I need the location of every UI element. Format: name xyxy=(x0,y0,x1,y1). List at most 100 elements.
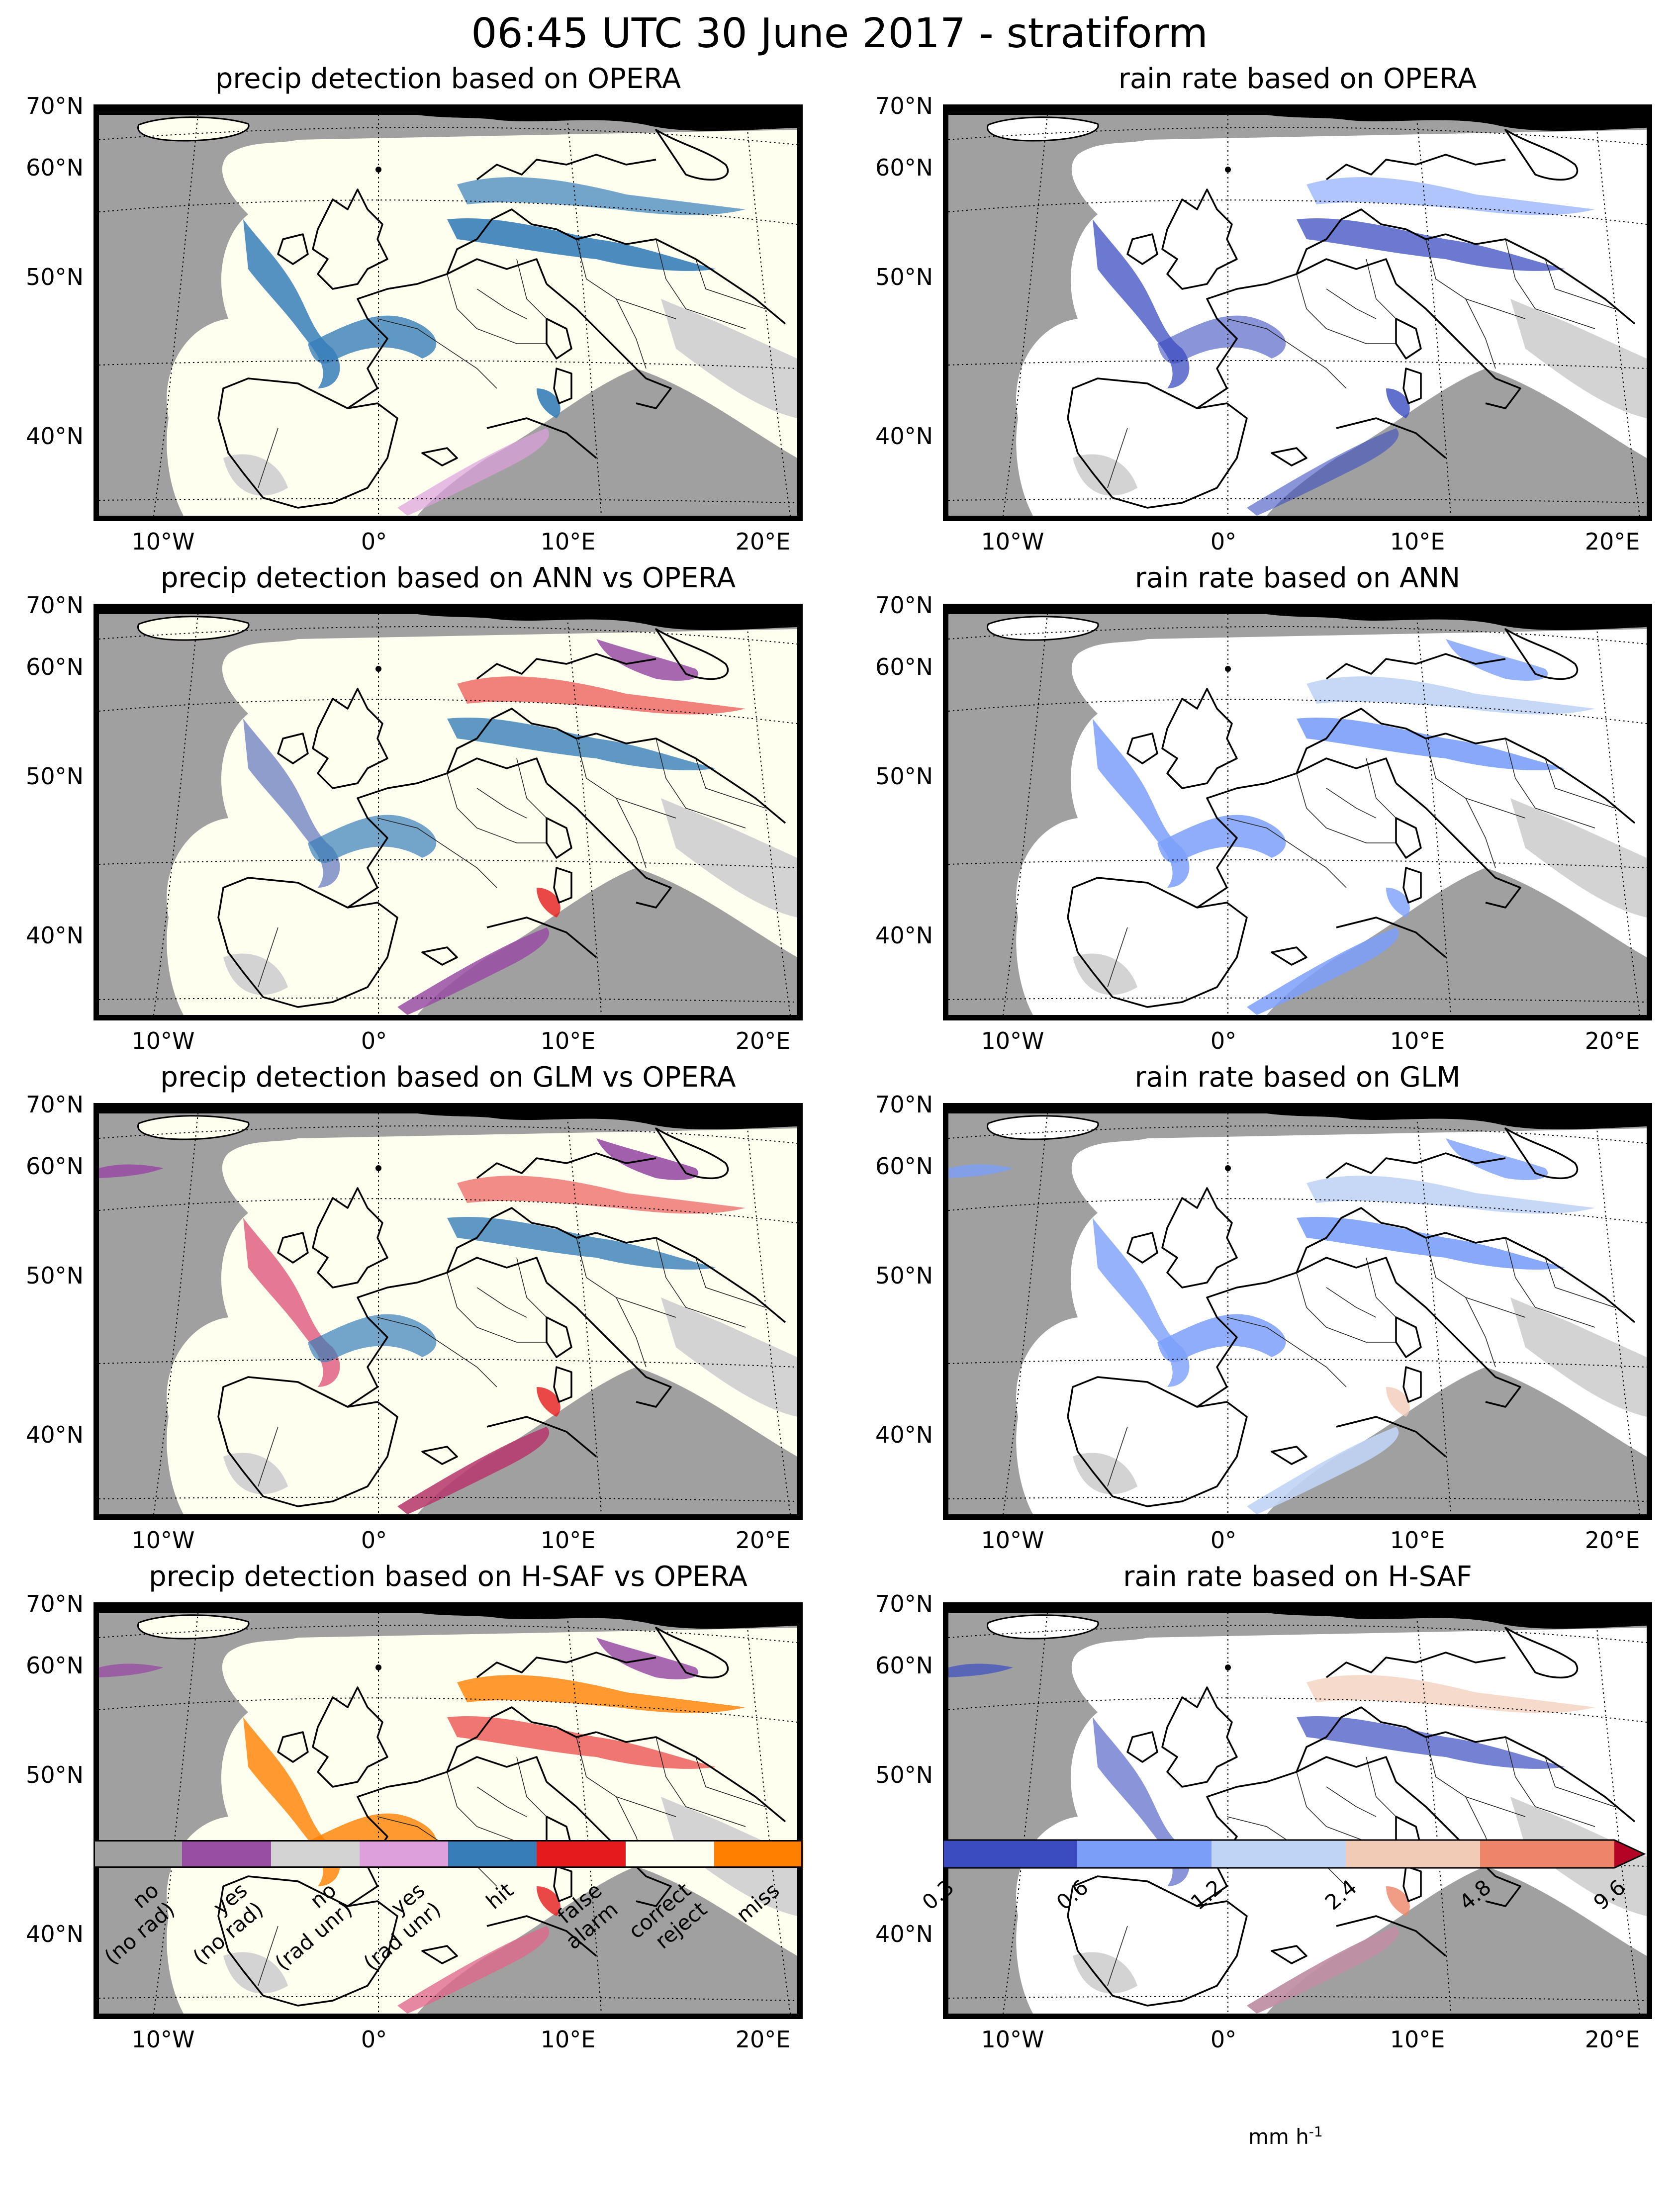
lon-tick-label: 10°E xyxy=(540,2026,596,2053)
no-radar-south xyxy=(417,1866,797,2014)
precip-area xyxy=(537,1886,560,1916)
lon-tick-label: 10°W xyxy=(131,528,195,555)
graticule-line xyxy=(99,1625,797,1643)
panel-precip-detection-opera: precip detection based on OPERA 70°N 60°N… xyxy=(26,63,803,555)
graticule-line xyxy=(948,1198,1647,1223)
coastline xyxy=(1325,1652,1506,1678)
country-border xyxy=(1107,1926,1128,1986)
graticule-line xyxy=(948,1996,1647,2001)
precip-area xyxy=(1297,1716,1565,1769)
no-radar-south xyxy=(417,1367,797,1514)
shetland-point xyxy=(375,666,381,672)
coastline xyxy=(553,1865,572,1902)
precip-area xyxy=(537,388,560,418)
coastline xyxy=(217,1875,398,2007)
precip-area xyxy=(397,428,550,516)
country-border xyxy=(616,1297,647,1368)
country-border xyxy=(516,758,547,819)
graticule-line xyxy=(566,1608,602,2014)
lat-tick-label: 50°N xyxy=(26,1262,84,1289)
coastline xyxy=(1336,1915,1447,1957)
lon-tick-label: 0° xyxy=(361,528,387,555)
graticule-line xyxy=(566,110,602,516)
detection-colorbar-frame xyxy=(93,1840,803,1868)
coastline xyxy=(1126,1232,1158,1264)
coastline xyxy=(486,917,597,958)
graticule-line xyxy=(948,1625,1647,1643)
scandinavia-edge xyxy=(948,1108,1647,1130)
coastline xyxy=(546,1282,672,1408)
map-svg xyxy=(99,609,797,1015)
country-border xyxy=(616,298,647,369)
lat-tick-label: 60°N xyxy=(26,1652,84,1679)
coastline xyxy=(596,1731,786,1823)
country-border xyxy=(655,1237,746,1328)
map-area xyxy=(93,1602,803,2019)
rain-rate-colorbar-segment xyxy=(1212,1840,1346,1868)
graticule-line xyxy=(1415,110,1451,516)
country-border xyxy=(377,318,497,389)
coastline xyxy=(1197,258,1397,409)
lon-tick-label: 20°E xyxy=(735,1027,791,1054)
panel-precip-detection-ann: precip detection based on ANN vs OPERA 7… xyxy=(26,562,803,1054)
lon-tick-label: 10°W xyxy=(981,528,1044,555)
precip-area xyxy=(397,1926,550,2014)
rain-rate-colorbar-frame xyxy=(943,1839,1646,1869)
coastline xyxy=(421,1446,458,1465)
coastline xyxy=(1126,733,1158,764)
lon-tick-label: 20°E xyxy=(735,528,791,555)
precip-area xyxy=(457,177,746,215)
country-border xyxy=(616,798,647,868)
no-radar-south xyxy=(1267,1866,1647,2014)
unreliable-radar-east xyxy=(1510,299,1647,418)
rain-rate-colorbar-segment xyxy=(1077,1840,1212,1868)
panel-precip-detection-glm: precip detection based on GLM vs OPERA 7… xyxy=(26,1061,803,1554)
map-svg xyxy=(948,609,1647,1015)
unreliable-radar-east xyxy=(661,798,797,918)
lat-tick-label: 70°N xyxy=(26,592,84,619)
coastline xyxy=(421,1945,458,1964)
no-radar-south xyxy=(1267,1367,1647,1514)
coastline xyxy=(476,1152,656,1179)
detection-colorbar-segment xyxy=(359,1840,449,1868)
lat-tick-label: 70°N xyxy=(875,592,933,619)
country-border xyxy=(1366,758,1397,819)
lat-tick-label: 40°N xyxy=(875,922,933,949)
coastline xyxy=(553,368,572,404)
panel-rain-rate-opera: rain rate based on OPERA 70°N 60°N 50°N 40°… xyxy=(875,63,1652,555)
coastline xyxy=(1445,1232,1636,1323)
unreliable-radar-iberia xyxy=(223,454,288,496)
lon-tick-label: 10°E xyxy=(540,1527,596,1554)
coastline xyxy=(277,233,309,265)
map-area xyxy=(943,1103,1652,1520)
graticule-line xyxy=(1415,1108,1451,1514)
panel-title: rain rate based on GLM xyxy=(1134,1061,1461,1094)
lon-tick-label: 10°W xyxy=(981,2026,1044,2053)
lat-tick-label: 60°N xyxy=(875,1153,933,1180)
graticule-line xyxy=(948,859,1647,868)
coastline xyxy=(486,1915,597,1957)
country-border xyxy=(1296,274,1396,344)
coastline xyxy=(1402,368,1422,404)
lat-tick-label: 50°N xyxy=(875,763,933,790)
graticule-line xyxy=(99,699,797,724)
scandinavia-edge xyxy=(99,110,797,131)
lon-tick-label: 0° xyxy=(1210,1527,1237,1554)
shetland-point xyxy=(375,1165,381,1171)
lat-tick-label: 40°N xyxy=(26,1421,84,1448)
precip-area xyxy=(99,1164,164,1178)
precip-area xyxy=(1247,1427,1399,1514)
coastline xyxy=(1271,1945,1307,1964)
coastline xyxy=(1402,867,1422,904)
country-border xyxy=(516,259,547,319)
precip-area xyxy=(447,718,716,770)
precip-area xyxy=(308,815,437,863)
map-area xyxy=(943,1602,1652,2019)
country-border xyxy=(1465,1297,1496,1368)
detection-colorbar-segment xyxy=(625,1840,715,1868)
lon-tick-label: 10°E xyxy=(1390,2026,1445,2053)
coastline xyxy=(1161,688,1238,789)
lat-tick-label: 40°N xyxy=(26,922,84,949)
precip-area xyxy=(1157,1314,1286,1362)
precip-area xyxy=(1247,1926,1399,2014)
